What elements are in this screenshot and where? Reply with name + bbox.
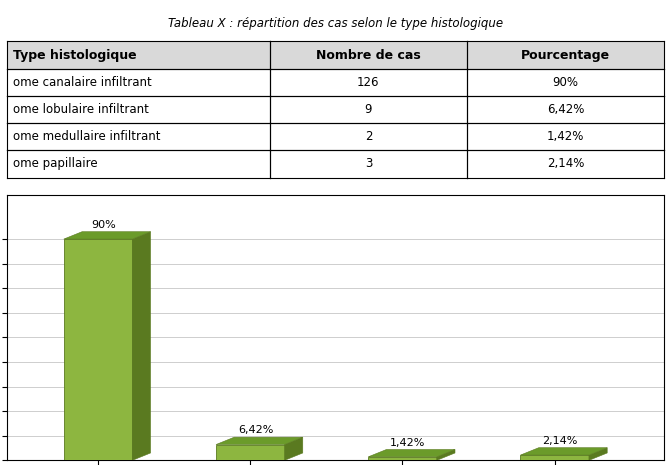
Text: 9: 9 (364, 103, 372, 116)
Text: ome medullaire infiltrant: ome medullaire infiltrant (13, 130, 161, 143)
Polygon shape (132, 232, 150, 460)
Text: 2: 2 (364, 130, 372, 143)
Text: Tableau X : répartition des cas selon le type histologique: Tableau X : répartition des cas selon le… (168, 17, 503, 30)
Text: 1,42%: 1,42% (547, 130, 584, 143)
Bar (216, 445, 285, 460)
Bar (7, 41, 664, 69)
Text: 90%: 90% (91, 220, 116, 230)
Polygon shape (589, 448, 607, 460)
Text: 1,42%: 1,42% (391, 438, 425, 447)
Polygon shape (285, 437, 303, 460)
Polygon shape (437, 450, 455, 460)
Bar (368, 457, 437, 460)
Polygon shape (521, 448, 607, 455)
Text: ome papillaire: ome papillaire (13, 158, 98, 171)
Polygon shape (368, 450, 455, 457)
Text: Pourcentage: Pourcentage (521, 49, 610, 61)
Polygon shape (64, 232, 150, 239)
Text: 6,42%: 6,42% (238, 425, 273, 435)
Text: 6,42%: 6,42% (547, 103, 584, 116)
Text: ome canalaire infiltrant: ome canalaire infiltrant (13, 76, 152, 89)
Text: 2,14%: 2,14% (542, 436, 578, 446)
Text: 90%: 90% (553, 76, 578, 89)
Text: Nombre de cas: Nombre de cas (316, 49, 421, 61)
Text: ome lobulaire infiltrant: ome lobulaire infiltrant (13, 103, 149, 116)
Text: Type histologique: Type histologique (13, 49, 137, 61)
Text: 126: 126 (357, 76, 380, 89)
Text: 2,14%: 2,14% (547, 158, 584, 171)
Bar (64, 239, 132, 460)
Polygon shape (216, 437, 303, 445)
Bar (521, 455, 589, 460)
Text: 3: 3 (365, 158, 372, 171)
